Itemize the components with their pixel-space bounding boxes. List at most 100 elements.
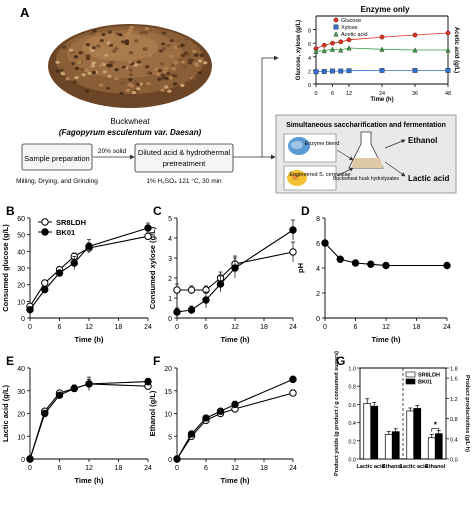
grain-kernel bbox=[180, 53, 185, 58]
grain-kernel bbox=[95, 53, 101, 57]
step1-sublabel: Milling, Drying, and Grinding bbox=[16, 178, 98, 185]
y-tick-label: 0 bbox=[168, 457, 172, 464]
grain-kernel bbox=[62, 45, 67, 49]
x-tick-label: 36 bbox=[412, 91, 418, 97]
product-ethanol: Ethanol bbox=[408, 136, 437, 145]
pretreatment-box bbox=[134, 143, 234, 173]
bar bbox=[427, 437, 436, 460]
grain-kernel bbox=[160, 88, 165, 92]
x-tick-label: 0 bbox=[28, 324, 32, 331]
y-tick-label: 30 bbox=[17, 389, 25, 396]
legend-swatch bbox=[405, 371, 416, 378]
grain-kernel bbox=[81, 73, 86, 77]
y-tick-label: 30 bbox=[17, 266, 25, 273]
grain-kernel bbox=[128, 73, 133, 77]
x-tick-label: 48 bbox=[445, 91, 451, 97]
y2-tick-label: 1.2 bbox=[450, 397, 458, 403]
step2-line1: Diluted acid & hydrothermal bbox=[138, 148, 230, 157]
data-point bbox=[346, 45, 352, 51]
series-line bbox=[176, 392, 294, 460]
grain-kernel bbox=[131, 90, 137, 95]
x-tick-label: 18 bbox=[413, 324, 421, 331]
x-tick-label: 6 bbox=[204, 324, 208, 331]
grain-kernel bbox=[108, 64, 113, 68]
grain-kernel bbox=[128, 51, 134, 55]
grain-kernel bbox=[169, 54, 174, 58]
grain-kernel bbox=[167, 89, 172, 93]
x-tick-label: 0 bbox=[323, 324, 327, 331]
legend-label: BK01 bbox=[56, 228, 75, 237]
grain-kernel bbox=[137, 63, 142, 67]
x-tick-label: 6 bbox=[204, 465, 208, 472]
series-line bbox=[29, 383, 149, 460]
x-tick-label: 18 bbox=[260, 324, 268, 331]
hydrolysate-label: Buckwheat husk hydrolysates bbox=[333, 176, 399, 182]
x-tick-label: 0 bbox=[175, 324, 179, 331]
data-point bbox=[231, 400, 239, 409]
panel-letter: B bbox=[6, 204, 15, 218]
grain-species: (Fagopyrum esculentum var. Daesan) bbox=[59, 128, 202, 137]
data-point bbox=[289, 375, 297, 384]
grain-kernel bbox=[145, 65, 150, 69]
y-tick-label: 0.6 bbox=[348, 403, 356, 409]
inset-title: Enzyme only bbox=[361, 5, 410, 14]
y-tick-label: 3 bbox=[168, 256, 172, 263]
y-tick-label: 0 bbox=[21, 457, 25, 464]
legend-marker bbox=[333, 24, 339, 30]
data-point bbox=[346, 37, 352, 43]
y-tick-label: 0.4 bbox=[348, 421, 356, 427]
bar bbox=[370, 405, 379, 460]
grain-kernel bbox=[133, 80, 138, 84]
grain-kernel bbox=[90, 64, 96, 68]
data-point bbox=[289, 248, 297, 256]
grain-kernel bbox=[125, 34, 130, 38]
data-point bbox=[173, 308, 181, 316]
y2-tick-label: 1.8 bbox=[450, 367, 458, 373]
x-tick-label: 18 bbox=[260, 465, 268, 472]
x-tick-label: 6 bbox=[354, 324, 358, 331]
bar bbox=[406, 410, 415, 460]
y-tick-label: 1.0 bbox=[348, 367, 356, 373]
grain-kernel bbox=[143, 47, 148, 51]
panel-letter: C bbox=[153, 204, 162, 218]
y-axis-label: Consumed xylose (g/L) bbox=[148, 226, 157, 309]
grain-kernel bbox=[125, 88, 131, 92]
legend-marker bbox=[41, 218, 49, 226]
x-axis-label: Time (h) bbox=[370, 97, 393, 103]
panel-b-chart: 0 6 12 18 24 0 10 20 30 40 50 60 Time (h) Consumed gl… bbox=[1, 204, 152, 344]
grain-kernel bbox=[128, 68, 133, 72]
arrow-to-lactic bbox=[384, 161, 406, 177]
data-point bbox=[173, 286, 181, 294]
data-point bbox=[216, 407, 225, 415]
grain-kernel bbox=[143, 31, 149, 35]
buckwheat-pile-image bbox=[48, 24, 212, 108]
panel-e-chart: 0 6 12 18 24 0 10 20 30 40 Time (h) Lactic acid (g/… bbox=[1, 354, 152, 485]
grain-kernel bbox=[178, 58, 183, 62]
grain-kernel bbox=[127, 60, 133, 64]
x-axis-label: Time (h) bbox=[74, 335, 104, 344]
data-point bbox=[338, 39, 344, 45]
grain-kernel bbox=[197, 71, 203, 75]
grain-kernel bbox=[172, 74, 177, 78]
grain-kernel bbox=[203, 61, 208, 65]
grain-kernel bbox=[126, 31, 132, 35]
y-axis-label: Consumed glucose (g/L) bbox=[1, 224, 10, 312]
grain-kernel bbox=[65, 77, 70, 81]
grain-kernel bbox=[74, 66, 80, 70]
y-tick-label: 0 bbox=[316, 316, 320, 323]
grain-kernel bbox=[163, 85, 169, 89]
y-tick-label: 15 bbox=[164, 389, 172, 396]
grain-kernel bbox=[121, 65, 127, 69]
y-tick-label: 0.2 bbox=[348, 439, 356, 445]
data-point bbox=[202, 414, 210, 422]
grain-kernel bbox=[116, 52, 121, 56]
significance-marker: * bbox=[434, 421, 438, 430]
grain-kernel bbox=[107, 30, 113, 34]
grain-kernel bbox=[118, 33, 123, 37]
category-label: Lactic acid bbox=[400, 464, 428, 470]
arrow-enzyme-to-flask bbox=[336, 149, 354, 161]
y-tick-label: 10 bbox=[17, 434, 25, 441]
y-tick-label: 10 bbox=[164, 412, 172, 419]
grain-kernel bbox=[189, 58, 194, 62]
